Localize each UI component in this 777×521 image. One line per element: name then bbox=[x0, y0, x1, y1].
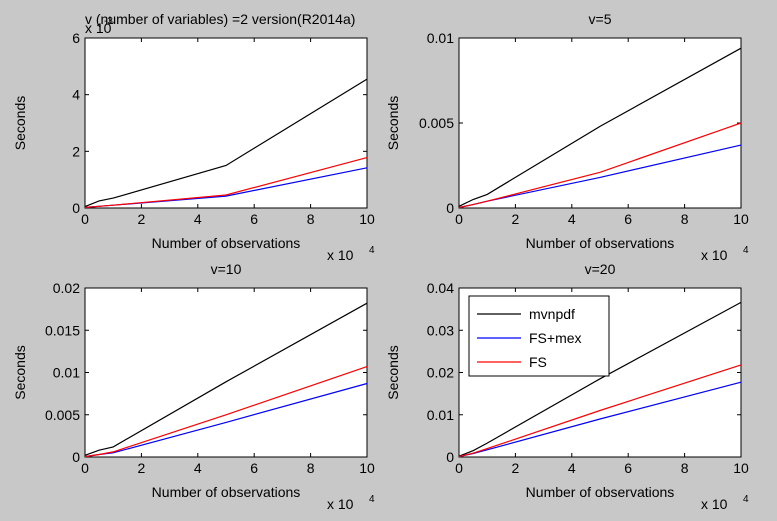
x-tick-label: 0 bbox=[455, 460, 463, 476]
legend-entry-label: mvnpdf bbox=[529, 306, 575, 322]
y-axis-label: Seconds bbox=[385, 96, 401, 150]
y-axis-label: Seconds bbox=[12, 345, 28, 399]
series-line-mvnpdf bbox=[458, 301, 742, 457]
x-exponent-label: x 10 bbox=[327, 496, 354, 512]
y-axis-label: Seconds bbox=[12, 96, 28, 150]
x-exponent-power: 4 bbox=[743, 494, 749, 505]
x-tick-label: 10 bbox=[359, 211, 375, 227]
x-exponent-label: x 10 bbox=[327, 247, 354, 263]
x-tick-label: 6 bbox=[624, 211, 632, 227]
y-tick-label: 0.03 bbox=[427, 322, 454, 338]
x-tick-label: 10 bbox=[359, 460, 375, 476]
legend-entry-label: FS bbox=[529, 354, 547, 370]
chart-title: v (number of variables) =2 version(R2014… bbox=[85, 11, 355, 27]
plot-area bbox=[458, 37, 742, 209]
subplot-1: 0 2 4 6 8 10 0 2 4 6 v (number of variables) =2 ve… bbox=[12, 11, 375, 263]
y-tick-label: 0 bbox=[72, 200, 80, 216]
series-line-fs bbox=[458, 122, 742, 209]
x-axis-label: Number of observations bbox=[526, 484, 675, 500]
y-tick-label: 0.01 bbox=[427, 30, 454, 46]
x-tick-label: 8 bbox=[681, 211, 689, 227]
y-tick-label: 2 bbox=[72, 143, 80, 159]
x-tick-label: 2 bbox=[138, 211, 146, 227]
series-line-fs bbox=[84, 366, 368, 458]
chart-title: v=5 bbox=[589, 11, 612, 27]
y-exponent-power: -3 bbox=[104, 16, 113, 27]
plot-area bbox=[84, 287, 368, 458]
x-exponent-power: 4 bbox=[369, 494, 375, 505]
y-tick-label: 0.01 bbox=[53, 365, 80, 381]
x-axis-label: Number of observations bbox=[526, 235, 675, 251]
x-tick-label: 2 bbox=[512, 211, 520, 227]
x-tick-label: 0 bbox=[455, 211, 463, 227]
x-exponent-power: 4 bbox=[369, 245, 375, 256]
x-tick-label: 2 bbox=[138, 460, 146, 476]
x-tick-label: 4 bbox=[194, 211, 202, 227]
x-tick-label: 4 bbox=[568, 460, 576, 476]
x-tick-label: 6 bbox=[250, 211, 258, 227]
y-tick-label: 0.02 bbox=[53, 280, 80, 296]
x-tick-label: 8 bbox=[307, 211, 315, 227]
x-tick-label: 4 bbox=[568, 211, 576, 227]
x-exponent-power: 4 bbox=[743, 245, 749, 256]
x-axis-label: Number of observations bbox=[152, 235, 301, 251]
y-tick-label: 0.04 bbox=[427, 280, 454, 296]
y-tick-label: 0.015 bbox=[45, 322, 80, 338]
y-tick-label: 0.01 bbox=[427, 407, 454, 423]
x-tick-label: 8 bbox=[681, 460, 689, 476]
x-tick-label: 2 bbox=[512, 460, 520, 476]
x-tick-label: 10 bbox=[733, 460, 749, 476]
x-tick-label: 0 bbox=[81, 460, 89, 476]
legend-entry-label: FS+mex bbox=[529, 330, 582, 346]
y-tick-label: 0.02 bbox=[427, 365, 454, 381]
chart-title: v=10 bbox=[211, 261, 242, 277]
series-line-mvnpdf bbox=[84, 78, 368, 208]
x-exponent-label: x 10 bbox=[701, 247, 728, 263]
subplot-2: 0 2 4 6 8 10 0 0.005 0.01 v=5 Number of observatio… bbox=[385, 11, 749, 263]
series-line-fs bbox=[458, 364, 742, 458]
plot-area bbox=[84, 37, 368, 209]
y-axis-label: Seconds bbox=[385, 345, 401, 399]
y-tick-label: 0.005 bbox=[419, 115, 454, 131]
chart-title: v=20 bbox=[585, 261, 616, 277]
y-tick-label: 0.005 bbox=[45, 407, 80, 423]
y-tick-label: 0 bbox=[446, 449, 454, 465]
y-tick-label: 4 bbox=[72, 87, 80, 103]
legend-box bbox=[468, 295, 610, 377]
series-line-fs bbox=[84, 157, 368, 208]
y-tick-label: 6 bbox=[72, 30, 80, 46]
y-tick-label: 0 bbox=[72, 449, 80, 465]
y-exponent-label: x 10 bbox=[85, 20, 112, 36]
x-tick-label: 0 bbox=[81, 211, 89, 227]
x-tick-label: 4 bbox=[194, 460, 202, 476]
x-tick-label: 10 bbox=[733, 211, 749, 227]
x-exponent-label: x 10 bbox=[701, 496, 728, 512]
x-tick-label: 6 bbox=[624, 460, 632, 476]
legend: mvnpdf FS+mex FS bbox=[468, 295, 610, 377]
y-tick-label: 0 bbox=[446, 200, 454, 216]
subplot-3: 0 2 4 6 8 10 0 0.005 0.01 0.015 0.02 v=10 Number of … bbox=[12, 261, 375, 512]
x-tick-label: 6 bbox=[250, 460, 258, 476]
subplot-4: 0 2 4 6 8 10 0 0.01 0.02 0.03 0.04 v=20 Number of ob… bbox=[385, 261, 749, 512]
x-tick-label: 8 bbox=[307, 460, 315, 476]
series-line-mvnpdf bbox=[84, 302, 368, 456]
series-line-mvnpdf bbox=[458, 47, 742, 207]
x-axis-label: Number of observations bbox=[152, 484, 301, 500]
